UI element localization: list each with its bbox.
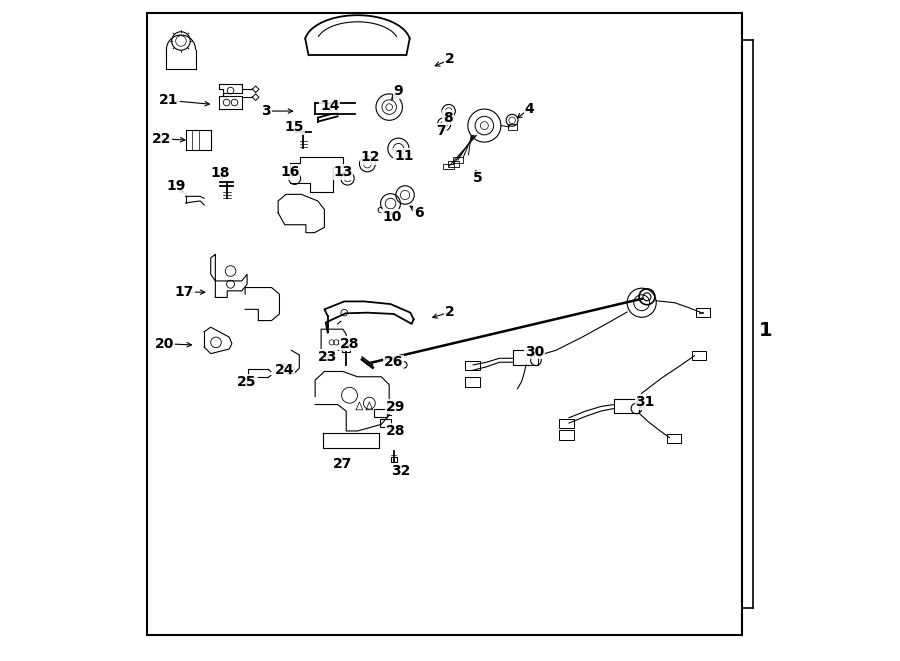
Text: 28: 28	[386, 424, 406, 438]
Text: 9: 9	[393, 84, 403, 98]
Text: 28: 28	[340, 336, 359, 351]
Text: 27: 27	[333, 457, 353, 471]
Bar	[374, 409, 387, 417]
Text: 3: 3	[261, 104, 271, 118]
Bar	[380, 419, 391, 427]
Bar	[614, 399, 639, 413]
Bar	[465, 361, 480, 370]
Bar	[667, 434, 681, 443]
Text: 2: 2	[446, 52, 454, 67]
Text: 19: 19	[166, 179, 185, 194]
Text: c: c	[376, 205, 382, 215]
Text: 26: 26	[384, 355, 403, 369]
Text: 16: 16	[281, 165, 300, 179]
Text: 10: 10	[382, 210, 401, 224]
Text: 14: 14	[320, 98, 339, 113]
Text: 17: 17	[175, 285, 194, 299]
Text: 7: 7	[436, 124, 446, 138]
Bar	[508, 124, 518, 130]
Text: 12: 12	[361, 150, 381, 165]
Bar	[696, 308, 710, 317]
Text: 24: 24	[275, 363, 294, 377]
Text: 21: 21	[159, 93, 179, 108]
Text: 18: 18	[211, 166, 230, 180]
Text: 25: 25	[238, 375, 256, 389]
Bar	[342, 345, 349, 352]
Text: 32: 32	[391, 463, 410, 478]
Text: 15: 15	[285, 120, 304, 134]
Text: 20: 20	[155, 336, 174, 351]
Bar	[465, 377, 480, 387]
Bar	[391, 457, 397, 462]
Text: 1: 1	[759, 321, 773, 340]
Bar	[692, 351, 706, 360]
Bar	[513, 350, 538, 365]
Text: 13: 13	[333, 165, 353, 179]
Bar	[448, 161, 459, 167]
Text: 4: 4	[525, 102, 535, 116]
Bar	[444, 164, 454, 169]
Text: 11: 11	[394, 149, 413, 163]
Text: 22: 22	[151, 132, 171, 146]
Text: 5: 5	[472, 171, 482, 186]
Text: 2: 2	[446, 305, 454, 319]
Text: 6: 6	[414, 206, 424, 220]
Text: 31: 31	[635, 395, 654, 409]
Bar	[559, 430, 573, 440]
Text: 30: 30	[525, 344, 544, 359]
Bar	[559, 419, 573, 428]
Text: 23: 23	[318, 350, 338, 364]
Text: 8: 8	[443, 110, 453, 125]
Bar	[453, 157, 464, 163]
Text: 29: 29	[386, 399, 406, 414]
